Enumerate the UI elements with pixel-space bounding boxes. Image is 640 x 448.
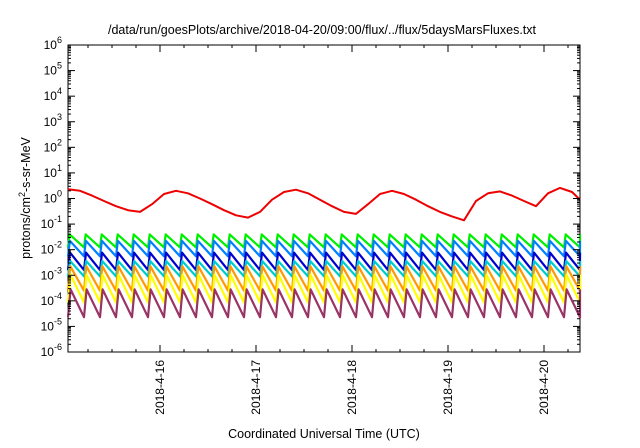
chart-title: /data/run/goesPlots/archive/2018-04-20/0… — [108, 23, 537, 37]
series-line-0 — [67, 186, 581, 222]
x-axis: 2018-4-16 2018-4-17 2018-4-18 2018-4-19 2018… — [87, 45, 569, 415]
y-tick-label: 10-2 — [41, 240, 62, 257]
x-tick-label: 2018-4-18 — [345, 360, 359, 415]
y-tick-label: 102 — [44, 137, 62, 154]
y-tick-label: 101 — [44, 163, 62, 180]
y-axis-label: protons/cm2-s-sr-MeV — [17, 136, 33, 258]
y-tick-label: 10-3 — [41, 265, 62, 282]
x-tick-label: 2018-4-19 — [441, 360, 455, 415]
series-line-6 — [66, 273, 582, 304]
series-line-2 — [66, 239, 582, 258]
y-tick-label: 10-4 — [41, 291, 62, 308]
y-tick-label: 105 — [44, 61, 62, 78]
y-tick-label: 10-6 — [41, 342, 62, 359]
y-tick-label: 106 — [44, 35, 62, 52]
y-axis: 10-6 10-5 10-4 10-3 10-2 10-1 100 101 102 103 104 1… — [41, 35, 580, 359]
plot-area — [66, 44, 582, 353]
y-tick-label: 10-5 — [41, 316, 62, 333]
x-tick-label: 2018-4-17 — [249, 360, 263, 415]
x-tick-label: 2018-4-20 — [537, 360, 551, 415]
y-tick-label: 10-1 — [41, 214, 62, 231]
series-layer — [66, 186, 582, 319]
y-tick-label: 104 — [44, 86, 62, 103]
x-axis-label: Coordinated Universal Time (UTC) — [228, 427, 420, 441]
x-tick-label: 2018-4-16 — [153, 360, 167, 415]
y-tick-label: 100 — [44, 189, 62, 206]
series-line-7 — [66, 288, 582, 319]
y-tick-label: 103 — [44, 112, 62, 129]
